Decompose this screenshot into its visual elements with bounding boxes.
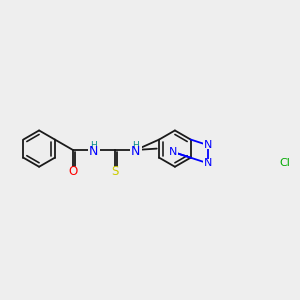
- Text: N: N: [169, 147, 178, 157]
- Bar: [130, 142, 142, 158]
- Bar: [278, 159, 292, 167]
- Text: S: S: [111, 165, 118, 178]
- Text: Cl: Cl: [280, 158, 290, 168]
- Text: N: N: [131, 145, 140, 158]
- Text: N: N: [204, 158, 212, 168]
- Text: N: N: [204, 140, 212, 150]
- Text: N: N: [89, 145, 99, 158]
- Text: H: H: [132, 141, 139, 150]
- Bar: [110, 167, 120, 176]
- Text: O: O: [68, 165, 78, 178]
- Bar: [169, 148, 178, 156]
- Text: H: H: [91, 141, 97, 150]
- Bar: [203, 141, 212, 149]
- Bar: [88, 142, 100, 158]
- Bar: [68, 167, 78, 176]
- Bar: [203, 159, 212, 167]
